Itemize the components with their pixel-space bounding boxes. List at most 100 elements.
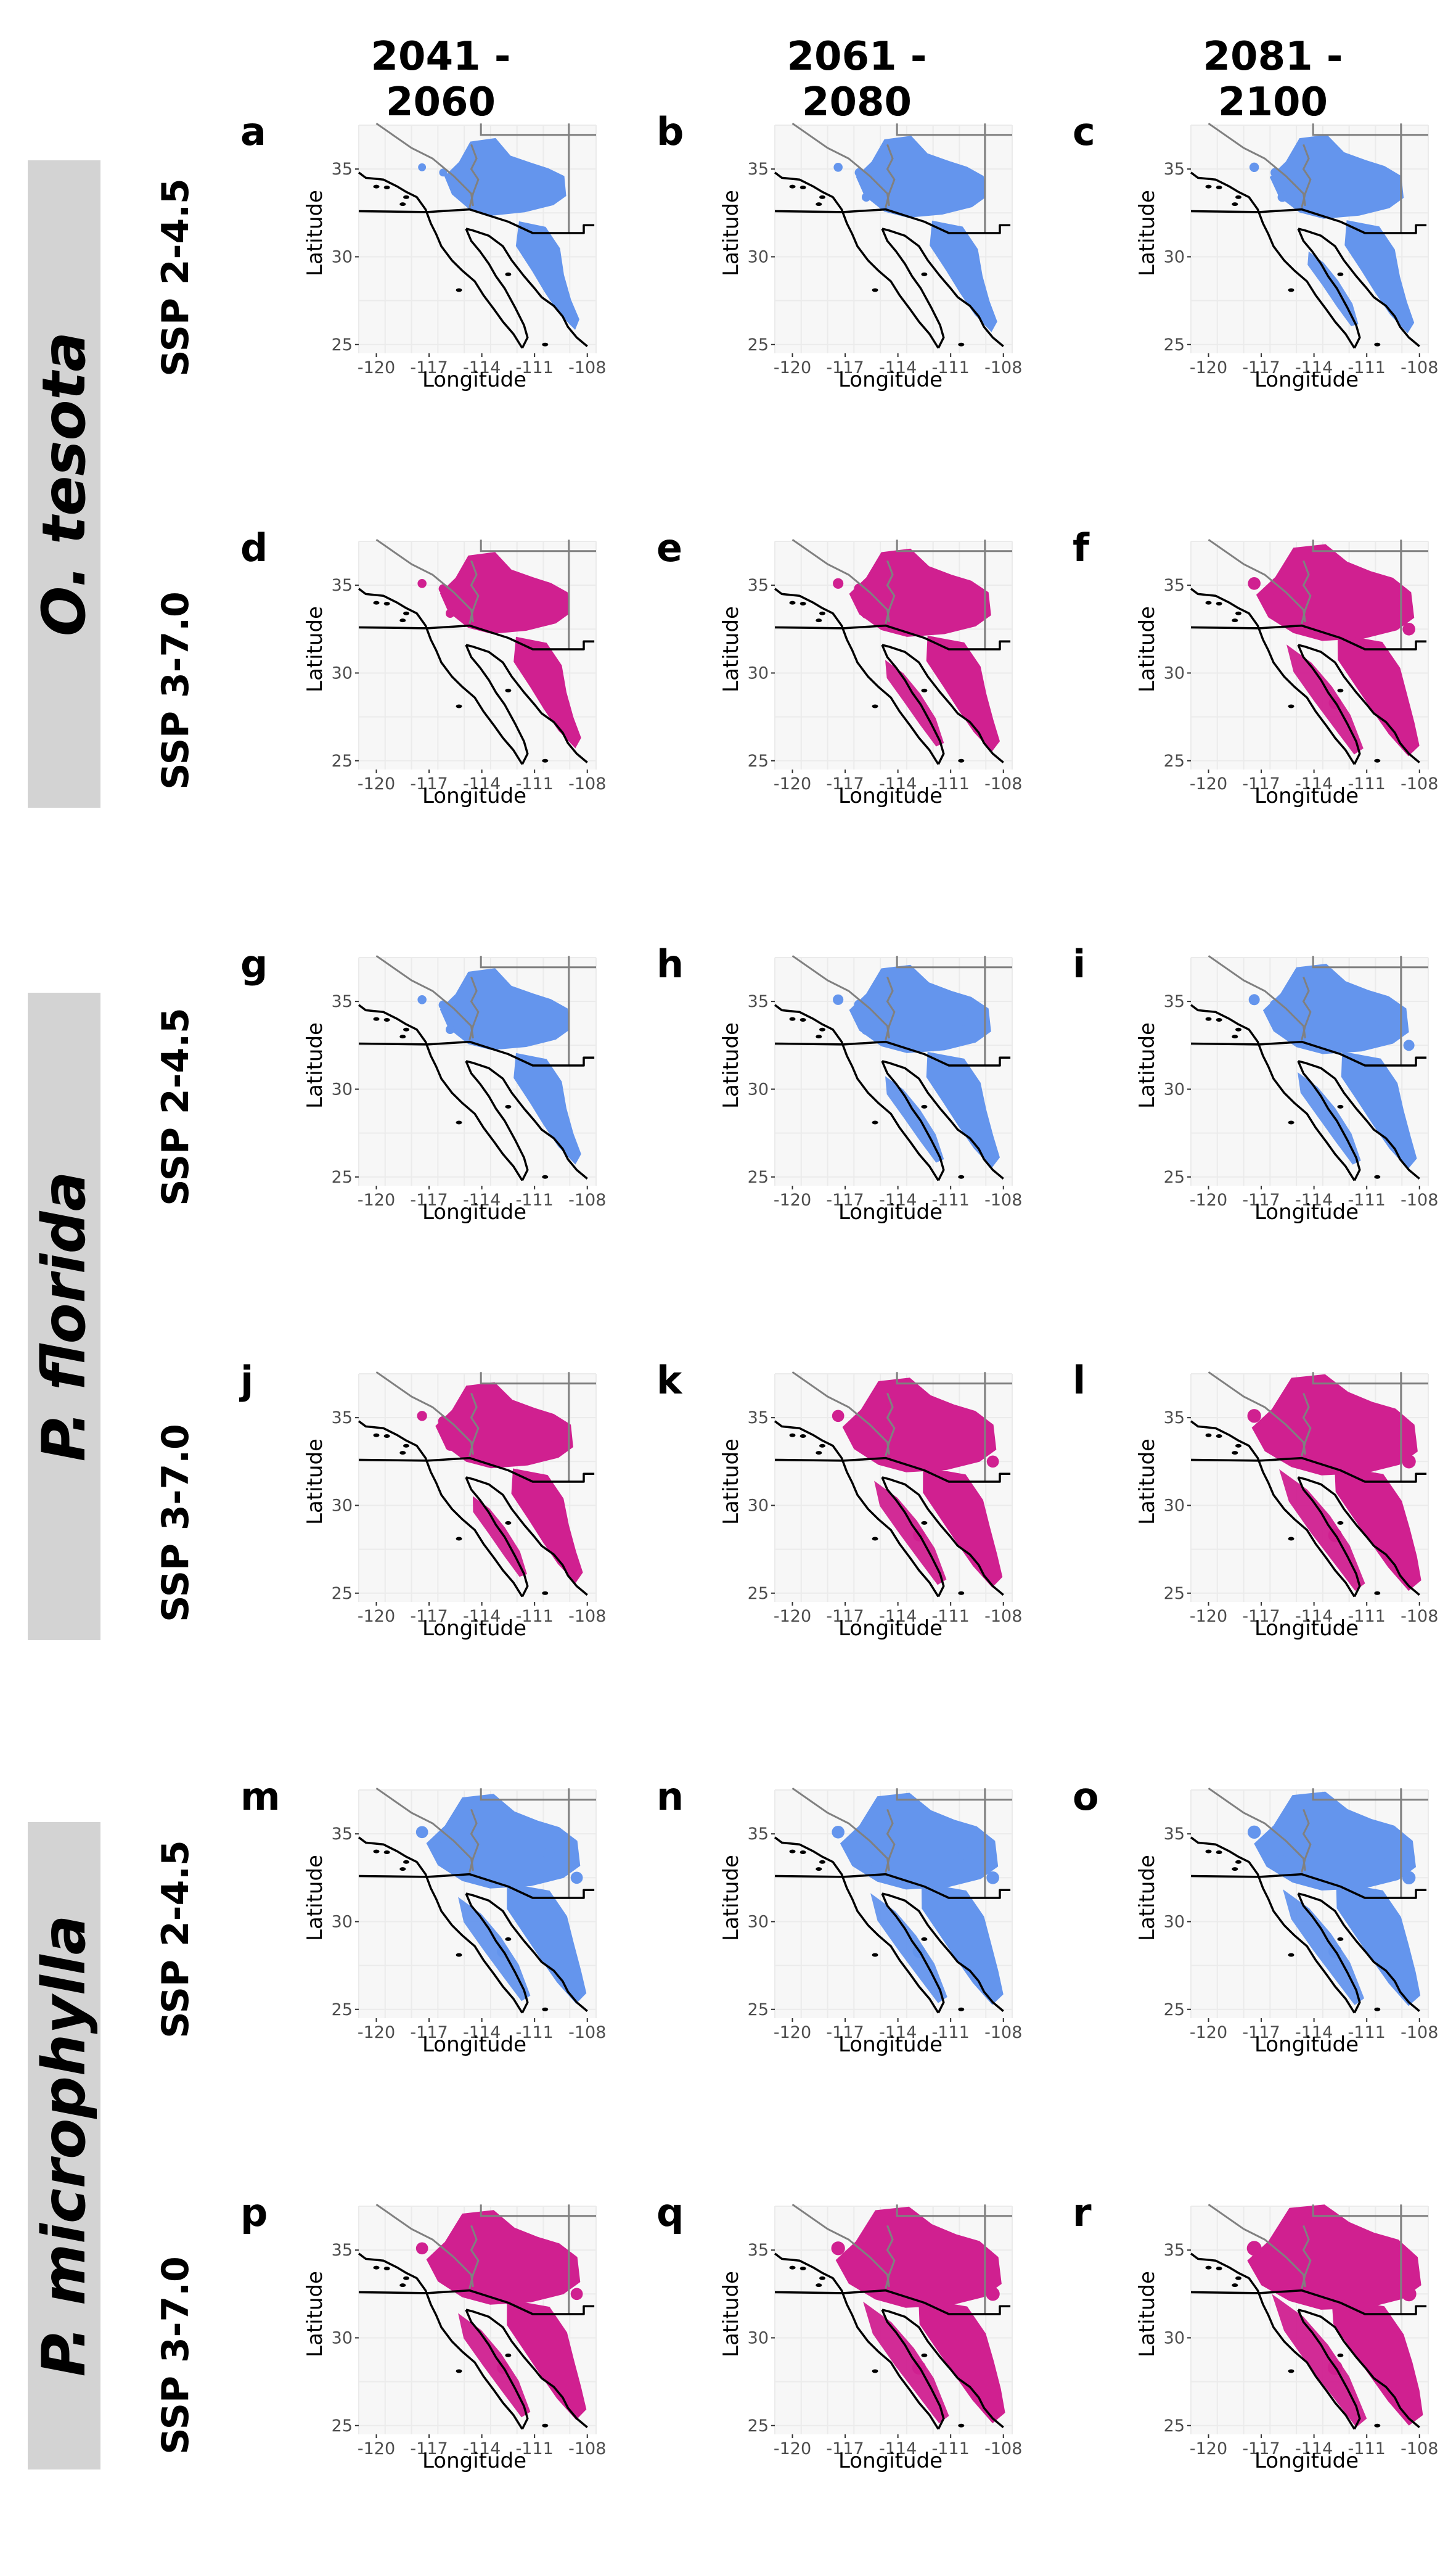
x-tick-label: -108	[568, 1607, 606, 1626]
state-boundaries	[375, 1787, 596, 1898]
x-tick-label: -114	[879, 2023, 917, 2042]
habitat-patch	[860, 1439, 873, 1452]
suitable-habitat-e	[833, 548, 1000, 752]
ca-nv-boundary	[791, 1371, 890, 1455]
island	[399, 1035, 406, 1039]
x-axis: -120 -117 -114 -111 -108	[358, 2018, 606, 2042]
y-tick-label: 30	[332, 663, 353, 683]
island	[1205, 601, 1212, 605]
island	[1288, 1537, 1294, 1541]
coastline	[774, 1004, 1011, 1181]
ut-az-boundary	[896, 2204, 1012, 2217]
x-axis-title: Longitude	[1254, 1616, 1359, 1640]
x-tick-label: -114	[879, 1191, 917, 1210]
island	[1288, 704, 1294, 708]
sonora-coast	[1298, 1060, 1420, 1180]
panel-letter-l: l	[1073, 1358, 1086, 1403]
x-tick-label: -117	[826, 774, 864, 794]
y-axis-title: Latitude	[1135, 2271, 1159, 2357]
pacific-coast	[1190, 171, 1356, 349]
island	[800, 186, 806, 190]
colorado-river-boundary	[468, 1392, 480, 1457]
habitat-patch	[415, 1826, 428, 1839]
y-axis-title: Latitude	[1135, 1855, 1159, 1941]
us-mexico-border	[1190, 1873, 1427, 1899]
suitable-habitat-k	[832, 1377, 1003, 1588]
ca-nv-boundary	[791, 2203, 890, 2288]
coastline	[358, 2252, 595, 2430]
habitat-north	[444, 138, 566, 216]
island	[505, 688, 512, 692]
y-axis: 35 30 25	[1164, 1408, 1191, 1603]
x-tick-label: -117	[1242, 1191, 1280, 1210]
habitat-patch	[859, 2271, 873, 2285]
ca-nv-boundary	[375, 122, 474, 207]
ut-az-boundary	[896, 956, 1012, 969]
y-tick-label: 30	[748, 1496, 769, 1515]
habitat-patch	[1248, 994, 1260, 1006]
panel-letter-h: h	[656, 942, 684, 987]
habitat-sonora	[513, 1053, 581, 1165]
island	[1216, 2267, 1222, 2271]
island	[1288, 2369, 1294, 2373]
x-axis: -120 -117 -114 -111 -108	[1190, 770, 1438, 794]
baja-gulf-coast	[881, 644, 945, 765]
x-axis: -120 -117 -114 -111 -108	[1190, 2018, 1438, 2042]
colorado-river-boundary	[1301, 144, 1312, 208]
state-boundaries	[791, 1787, 1012, 1898]
x-axis-title: Longitude	[838, 1616, 943, 1640]
x-tick-label: -108	[568, 774, 606, 794]
x-tick-label: -114	[463, 774, 501, 794]
habitat-sonora	[1337, 634, 1420, 757]
island	[1205, 1849, 1212, 1854]
x-tick-label: -111	[516, 2023, 554, 2042]
x-tick-label: -108	[984, 2439, 1022, 2458]
island	[456, 1953, 462, 1957]
x-axis-title: Longitude	[838, 1200, 943, 1224]
island	[921, 688, 928, 692]
state-boundaries	[1208, 122, 1428, 233]
ut-az-boundary	[896, 123, 1012, 136]
ca-nv-boundary	[791, 1787, 890, 1871]
ut-az-boundary	[1312, 956, 1428, 969]
colorado-river-boundary	[885, 2225, 896, 2289]
suitable-habitat-f	[1248, 544, 1420, 757]
ut-az-boundary	[896, 540, 1012, 552]
island	[505, 272, 512, 276]
x-tick-label: -114	[879, 774, 917, 794]
x-tick-label: -108	[1401, 2023, 1438, 2042]
x-tick-label: -111	[1348, 1607, 1386, 1626]
panel-letter-b: b	[656, 109, 684, 154]
x-axis-title: Longitude	[422, 784, 526, 808]
habitat-patch	[1402, 623, 1415, 636]
y-tick-label: 35	[332, 1825, 353, 1844]
panel-letter-e: e	[656, 525, 682, 570]
habitat-patch	[417, 579, 427, 588]
habitat-north	[1254, 1791, 1416, 1891]
x-tick-label: -117	[826, 358, 864, 377]
habitat-patch	[1276, 607, 1289, 620]
island	[456, 2369, 462, 2373]
panel-letter-g: g	[240, 942, 268, 987]
x-tick-label: -114	[879, 1607, 917, 1626]
x-tick-label: -120	[358, 774, 395, 794]
x-axis: -120 -117 -114 -111 -108	[358, 353, 606, 377]
colorado-river-boundary	[885, 1808, 896, 1873]
island	[1235, 611, 1241, 615]
y-axis: 35 30 25	[332, 1408, 359, 1603]
suitable-habitat-p	[415, 2210, 587, 2420]
habitat-patch	[1373, 1430, 1388, 1444]
island	[1374, 2007, 1381, 2011]
island	[456, 1120, 462, 1125]
y-axis-title: Latitude	[303, 1439, 327, 1525]
habitat-baja	[1272, 2294, 1367, 2428]
island	[1232, 202, 1238, 207]
habitat-patch	[1374, 1846, 1388, 1860]
colorado-river-boundary	[468, 2225, 480, 2289]
y-tick-label: 30	[332, 1496, 353, 1515]
island	[819, 195, 825, 199]
island	[542, 1591, 549, 1595]
ut-az-boundary	[1312, 1788, 1428, 1801]
island	[383, 1018, 390, 1022]
y-tick-label: 30	[332, 247, 353, 266]
